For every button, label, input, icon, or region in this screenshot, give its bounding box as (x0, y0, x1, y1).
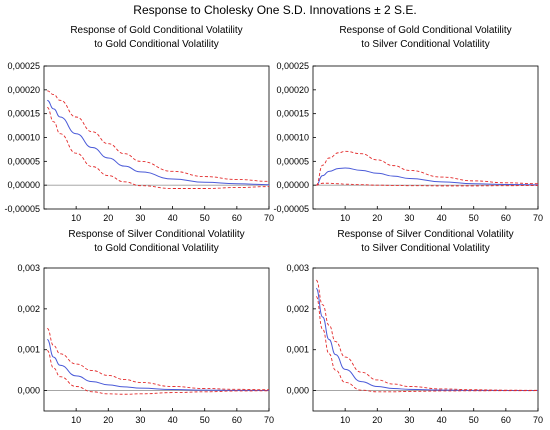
lower-band-line (315, 296, 539, 393)
y-tick-label: -0,00005 (4, 204, 40, 214)
upper-band-line (46, 328, 270, 391)
x-tick-label: 10 (71, 213, 81, 223)
x-tick-label: 10 (71, 415, 81, 425)
y-tick-label: 0,000 (17, 386, 40, 396)
lower-band-line (316, 182, 539, 187)
y-tick-label: -0,00005 (273, 204, 309, 214)
plot-frame (43, 267, 270, 412)
panel-title-line-1: Response of Silver Conditional Volatilit… (68, 229, 244, 240)
x-tick-label: 20 (372, 415, 382, 425)
x-tick-label: 30 (135, 415, 145, 425)
y-tick-label: 0,00025 (276, 61, 309, 71)
panel-title-line-1: Response of Gold Conditional Volatility (339, 25, 511, 36)
panel-title-line-2: to Gold Conditional Volatility (94, 39, 219, 50)
y-tick-label: 0,002 (286, 304, 309, 314)
x-tick-label: 70 (533, 415, 543, 425)
x-tick-label: 10 (340, 415, 350, 425)
panel-gold-to-silver: Response of Gold Conditional Volatility t… (273, 25, 543, 223)
y-tick-label: 0,00005 (7, 156, 40, 166)
plot-frame (312, 267, 539, 412)
y-tick-label: 0,00005 (276, 156, 309, 166)
x-tick-label: 10 (340, 213, 350, 223)
x-tick-label: 20 (103, 213, 113, 223)
panel-title-line-2: to Gold Conditional Volatility (94, 243, 219, 254)
x-tick-label: 70 (264, 415, 274, 425)
x-tick-label: 60 (232, 213, 242, 223)
plot-frame (312, 65, 539, 210)
lower-band-line (46, 107, 270, 189)
x-tick-label: 20 (372, 213, 382, 223)
panel-silver-to-gold: Response of Silver Conditional Volatilit… (17, 229, 274, 425)
x-tick-label: 30 (404, 213, 414, 223)
y-tick-label: 0,002 (17, 304, 40, 314)
lower-band-line (46, 350, 270, 395)
y-tick-label: 0,00020 (276, 85, 309, 95)
y-tick-label: 0,001 (286, 345, 309, 355)
x-tick-label: 70 (533, 213, 543, 223)
x-tick-label: 30 (135, 213, 145, 223)
y-tick-label: 0,00015 (7, 109, 40, 119)
x-tick-label: 30 (404, 415, 414, 425)
panel-silver-to-silver: Response of Silver Conditional Volatilit… (286, 229, 543, 425)
y-tick-label: 0,000 (286, 386, 309, 396)
y-tick-label: 0,00025 (7, 61, 40, 71)
panel-title-line-2: to Silver Conditional Volatility (361, 39, 489, 50)
y-tick-label: 0,00010 (7, 133, 40, 143)
x-tick-label: 60 (501, 415, 511, 425)
y-tick-label: 0,00010 (276, 133, 309, 143)
y-tick-label: 0,00020 (7, 85, 40, 95)
panel-gold-to-gold: Response of Gold Conditional Volatility t… (4, 25, 274, 223)
x-tick-label: 40 (168, 213, 178, 223)
x-tick-label: 50 (200, 415, 210, 425)
response-line (47, 99, 270, 186)
x-tick-label: 50 (200, 213, 210, 223)
x-tick-label: 50 (469, 415, 479, 425)
x-tick-label: 40 (168, 415, 178, 425)
response-line (315, 287, 539, 392)
y-tick-label: 0,003 (17, 263, 40, 273)
y-tick-label: 0,003 (286, 263, 309, 273)
upper-band-line (315, 150, 539, 186)
y-tick-label: 0,00000 (276, 180, 309, 190)
panel-title-line-2: to Silver Conditional Volatility (361, 243, 489, 254)
x-tick-label: 70 (264, 213, 274, 223)
panel-title-line-1: Response of Silver Conditional Volatilit… (337, 229, 513, 240)
panel-title-line-1: Response of Gold Conditional Volatility (70, 25, 242, 36)
x-tick-label: 60 (232, 415, 242, 425)
x-tick-label: 50 (469, 213, 479, 223)
upper-band-line (47, 90, 270, 182)
response-line (46, 339, 270, 391)
figure-title: Response to Cholesky One S.D. Innovation… (133, 3, 416, 17)
x-tick-label: 20 (103, 415, 113, 425)
x-tick-label: 40 (437, 415, 447, 425)
x-tick-label: 60 (501, 213, 511, 223)
upper-band-line (315, 279, 539, 391)
y-tick-label: 0,00000 (7, 180, 40, 190)
y-tick-label: 0,001 (17, 345, 40, 355)
x-tick-label: 40 (437, 213, 447, 223)
y-tick-label: 0,00015 (276, 109, 309, 119)
response-line (316, 167, 539, 186)
